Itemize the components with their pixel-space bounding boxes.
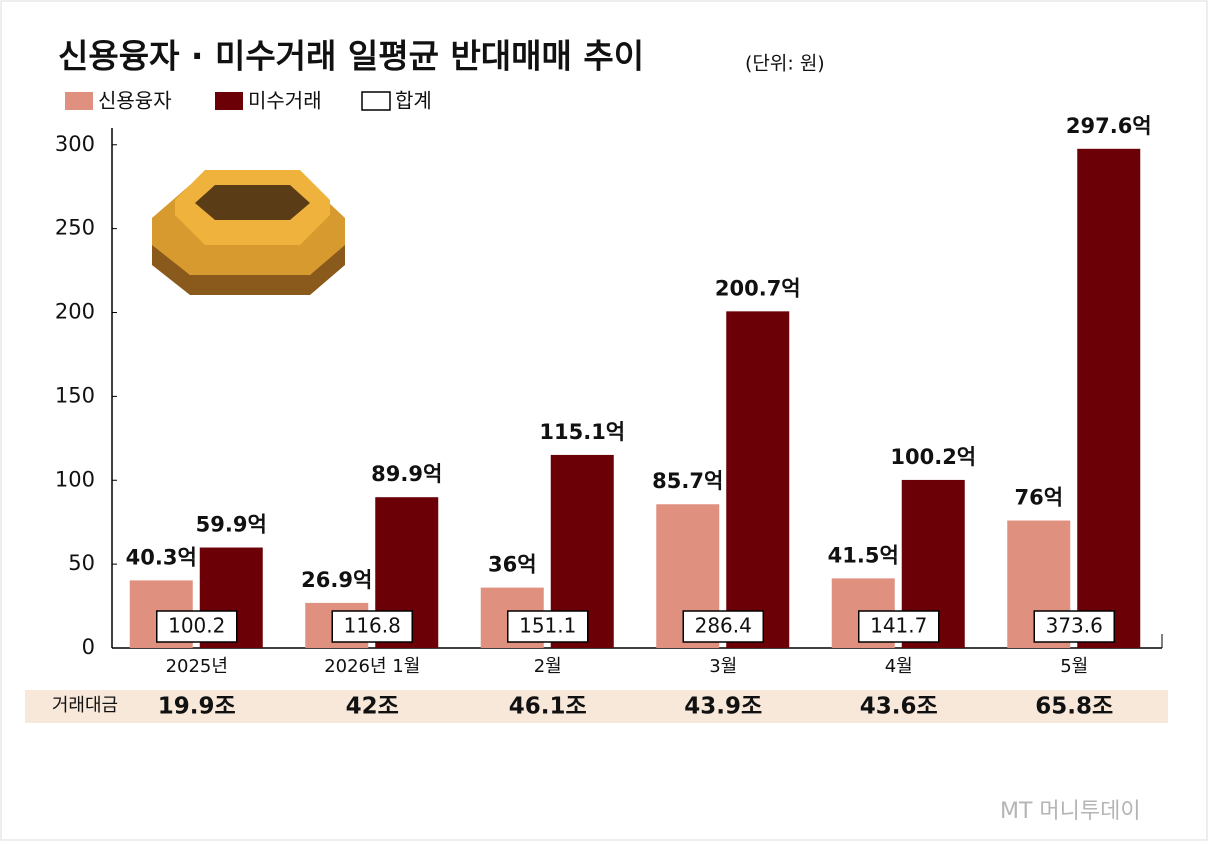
total-label: 286.4 [695, 614, 752, 638]
total-box [682, 610, 764, 643]
volume-value: 42조 [346, 694, 399, 720]
value-label: 76억 [1014, 486, 1063, 510]
total-label: 116.8 [344, 614, 401, 638]
value-label: 26.9억 [301, 568, 372, 592]
volume-value: 43.6조 [860, 694, 938, 720]
volume-value: 65.8조 [1035, 694, 1113, 720]
y-tick-label: 50 [68, 551, 95, 575]
x-tick-label: 2026년 1월 [324, 656, 420, 677]
value-label: 89.9억 [371, 462, 442, 486]
value-label: 59.9억 [196, 513, 267, 537]
chart-title: 신용융자 · 미수거래 일평균 반대매매 추이 [58, 37, 644, 76]
volume-label: 거래대금 [52, 695, 118, 716]
legend-swatch [215, 92, 243, 110]
y-tick-label: 200 [55, 300, 95, 324]
y-tick-label: 300 [55, 132, 95, 156]
x-tick-label: 3월 [709, 656, 737, 677]
value-label: 100.2억 [890, 445, 976, 469]
value-label: 40.3억 [126, 545, 197, 569]
total-label: 100.2 [168, 614, 225, 638]
x-tick-label: 5월 [1060, 656, 1088, 677]
total-box [858, 610, 940, 643]
chart-subtitle: (단위: 원) [745, 53, 825, 75]
volume-value: 43.9조 [684, 694, 762, 720]
volume-value: 46.1조 [509, 694, 587, 720]
y-tick-label: 250 [55, 216, 95, 240]
y-tick-label: 150 [55, 383, 95, 407]
x-tick-label: 2025년 [166, 656, 228, 677]
legend-label: 합계 [395, 89, 432, 113]
value-label: 85.7억 [652, 469, 723, 493]
bar [726, 311, 790, 648]
volume-band [25, 690, 1168, 723]
legend-label: 미수거래 [248, 89, 322, 113]
value-label: 115.1억 [539, 420, 625, 444]
value-label: 36억 [488, 553, 537, 577]
watermark: MT 머니투데이 [1000, 799, 1141, 824]
total-label: 151.1 [519, 614, 576, 638]
total-label: 141.7 [870, 614, 927, 638]
y-tick-label: 0 [82, 635, 95, 659]
y-tick-label: 100 [55, 467, 95, 491]
value-label: 200.7억 [715, 276, 801, 300]
x-tick-label: 4월 [885, 656, 913, 677]
legend-swatch [361, 91, 391, 111]
total-box [156, 610, 238, 643]
total-box [331, 610, 413, 643]
legend-swatch [65, 92, 93, 110]
value-label: 41.5억 [828, 543, 899, 567]
volume-value: 19.9조 [158, 694, 236, 720]
value-label: 297.6억 [1066, 114, 1152, 138]
total-label: 373.6 [1046, 614, 1103, 638]
total-box [1033, 610, 1115, 643]
legend-label: 신용융자 [98, 89, 172, 113]
total-box [507, 610, 589, 643]
decoration [152, 170, 345, 295]
x-tick-label: 2월 [534, 656, 562, 677]
bar [1077, 148, 1141, 649]
